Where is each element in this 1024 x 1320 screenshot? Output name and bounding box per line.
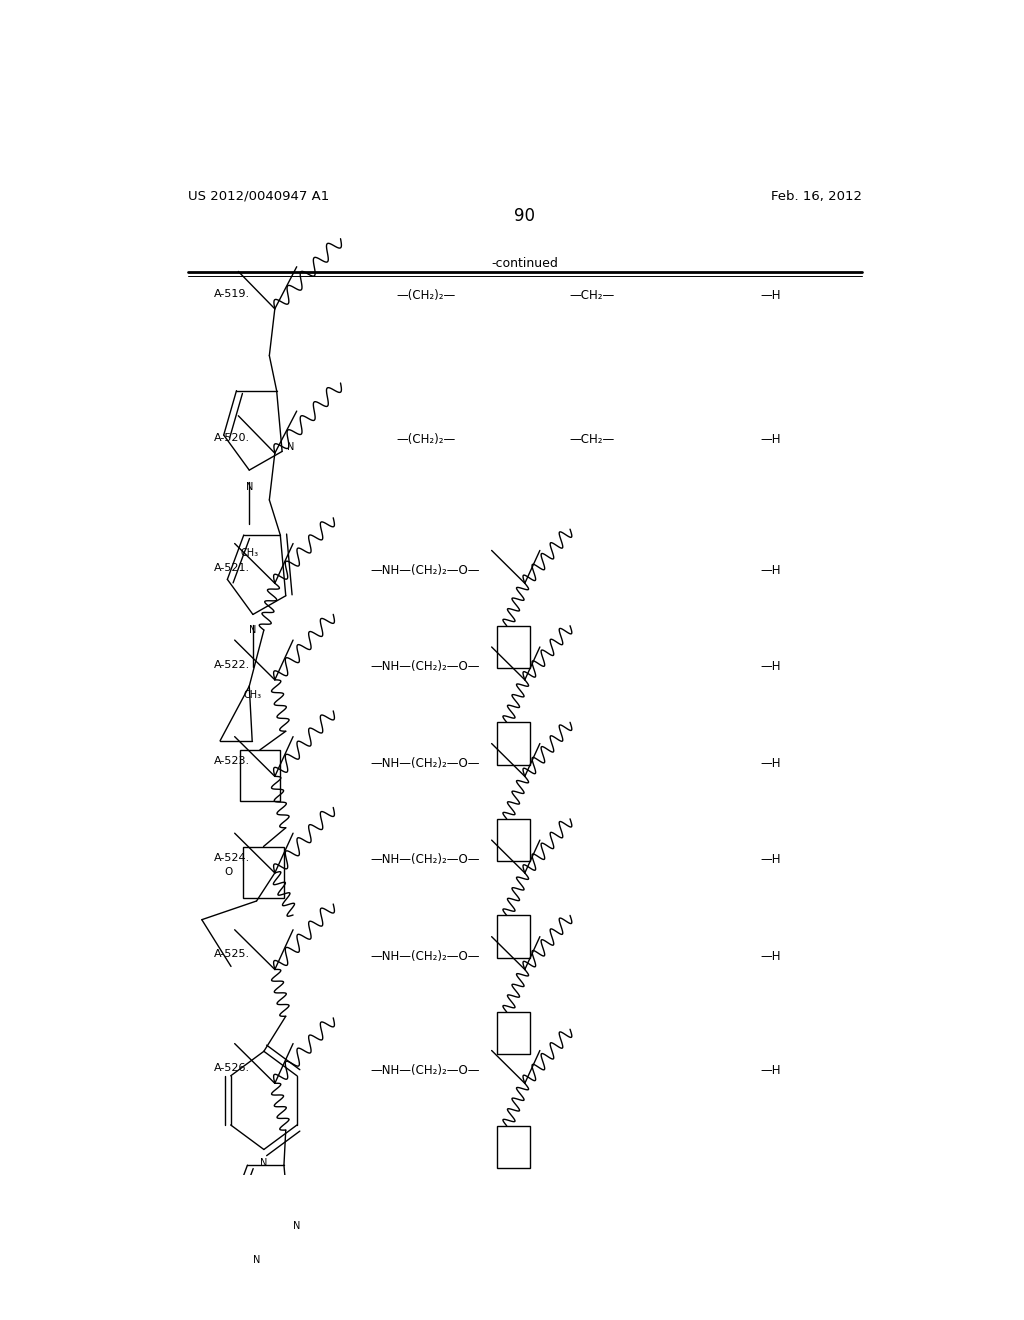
Text: A-523.: A-523. [214,756,250,766]
Bar [497,1126,530,1168]
Text: A-526.: A-526. [214,1063,250,1073]
Text: N: N [287,442,294,453]
Bar [244,846,284,898]
Text: —H: —H [761,289,781,302]
Text: —H: —H [761,853,781,866]
Text: N: N [249,624,257,635]
Bar [497,626,530,668]
Text: —H: —H [761,756,781,770]
Text: N: N [260,1158,267,1168]
Text: A-525.: A-525. [214,949,250,960]
Text: —CH₂—: —CH₂— [569,433,614,446]
Text: —NH—(CH₂)₂—O—: —NH—(CH₂)₂—O— [371,756,480,770]
Text: —H: —H [761,1064,781,1077]
Text: Feb. 16, 2012: Feb. 16, 2012 [771,190,862,202]
Text: CH₃: CH₃ [244,690,262,700]
Text: —NH—(CH₂)₂—O—: —NH—(CH₂)₂—O— [371,660,480,673]
Text: A-521.: A-521. [214,564,250,573]
Text: —H: —H [761,564,781,577]
Text: —H: —H [761,950,781,962]
Bar [497,1012,530,1055]
Text: US 2012/0040947 A1: US 2012/0040947 A1 [187,190,329,202]
Text: —H: —H [761,660,781,673]
Text: O: O [225,867,233,878]
Text: —NH—(CH₂)₂—O—: —NH—(CH₂)₂—O— [371,950,480,962]
Text: —NH—(CH₂)₂—O—: —NH—(CH₂)₂—O— [371,853,480,866]
Text: —(CH₂)₂—: —(CH₂)₂— [396,289,456,302]
Text: A-519.: A-519. [214,289,250,298]
Text: —NH—(CH₂)₂—O—: —NH—(CH₂)₂—O— [371,1064,480,1077]
Text: —CH₂—: —CH₂— [569,289,614,302]
Text: —NH—(CH₂)₂—O—: —NH—(CH₂)₂—O— [371,564,480,577]
Text: —H: —H [761,433,781,446]
Text: A-522.: A-522. [214,660,250,669]
Text: N: N [246,482,253,492]
Bar [240,750,280,801]
Text: -continued: -continued [492,256,558,269]
Bar [497,915,530,958]
Text: A-520.: A-520. [214,433,250,444]
Text: A-524.: A-524. [214,853,250,863]
Text: N: N [253,1255,260,1265]
Bar [497,818,530,862]
Text: —(CH₂)₂—: —(CH₂)₂— [396,433,456,446]
Text: CH₃: CH₃ [241,548,258,558]
Text: N: N [294,1221,301,1232]
Bar [497,722,530,764]
Text: 90: 90 [514,207,536,226]
